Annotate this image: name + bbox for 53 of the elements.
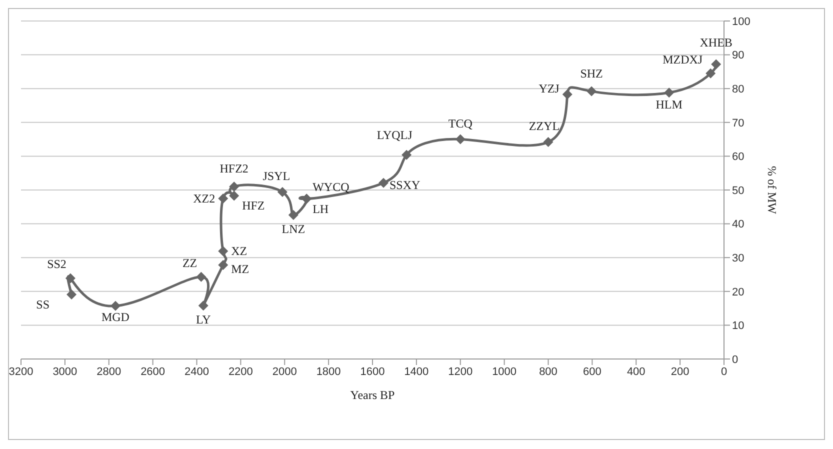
x-tick-label: 2200 [228,366,253,378]
x-axis-title: Years BP [350,388,396,402]
annotation: MZDXJ [662,52,703,66]
y-tick-label: 50 [732,184,744,197]
x-tick-label: 400 [626,366,646,378]
annotation: XZ2 [193,191,216,206]
annotation: SHZ [580,66,603,80]
annotation: SS2 [47,257,66,272]
x-tick-label: 0 [720,366,728,378]
y-tick-label: 10 [732,320,744,332]
annotation: LYQLJ [376,128,413,142]
annotation: JSYL [262,169,290,184]
y-tick-label: 100 [732,16,750,28]
annotation: SSXY [389,178,420,192]
annotation: HFZ2 [220,162,248,176]
annotation: HLM [656,98,683,112]
annotation: LNZ [282,222,306,236]
annotation: ZZ [182,256,198,270]
x-tick-label: 1600 [360,366,385,378]
annotation: ZZYL [528,119,560,134]
x-tick-label: 2600 [140,366,166,378]
annotation: MZ [231,262,250,276]
x-tick-label: 3200 [8,366,34,378]
y-axis-title: % of MW [764,166,779,215]
annotation: MGD [101,310,130,324]
annotation: HFZ [242,198,265,213]
annotation: LY [196,312,212,327]
y-tick-label: 20 [732,286,744,298]
x-tick-label: 2000 [272,366,297,378]
x-tick-label: 1200 [448,366,473,378]
annotation: SS [36,297,50,312]
x-tick-label: 800 [539,366,558,378]
y-tick-label: 80 [732,84,744,96]
x-tick-label: 2800 [96,366,122,378]
x-tick-label: 2400 [184,366,209,378]
annotation: XZ [231,244,248,258]
y-tick-label: 70 [732,117,744,130]
annotation: YZJ [538,81,560,96]
y-tick-label: 90 [732,50,744,62]
x-tick-label: 1800 [316,366,341,378]
x-tick-label: 200 [670,366,690,378]
y-tick-label: 60 [732,151,744,164]
y-tick-label: 40 [732,218,744,231]
y-tick-label: 0 [732,354,738,366]
x-tick-label: 1000 [492,366,517,378]
x-tick-label: 1400 [404,366,429,378]
annotation: LH [312,202,329,216]
annotation: XHEB [700,35,732,50]
annotation: TCQ [448,116,473,130]
y-tick-label: 30 [732,252,744,265]
x-tick-label: 3000 [52,366,78,378]
x-tick-label: 600 [583,366,602,378]
annotation: WYCQ [312,180,350,194]
